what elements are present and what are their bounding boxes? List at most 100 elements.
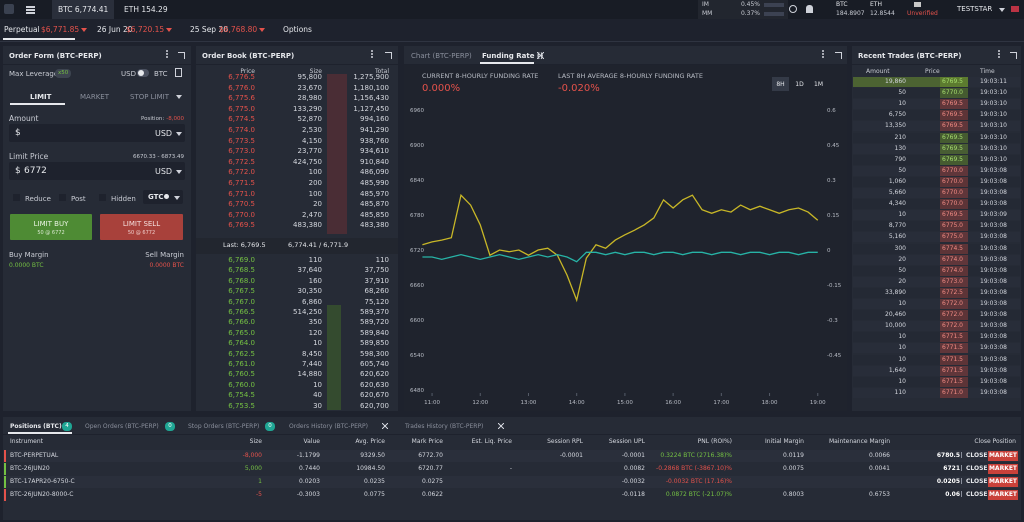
trade-time: 19:03:10 <box>980 122 1007 130</box>
divider <box>852 64 1021 65</box>
panel-title: Order Book (BTC-PERP) <box>202 52 295 60</box>
close-icon[interactable] <box>498 423 504 429</box>
book-cell: 1,156,430 <box>353 94 389 103</box>
checkbox[interactable] <box>13 194 20 201</box>
trade-time: 19:03:10 <box>980 100 1007 108</box>
balance-value: 184.8907 <box>836 10 865 17</box>
hamburger-line[interactable] <box>26 12 35 14</box>
user-menu[interactable]: TESTSTAR <box>957 5 993 13</box>
book-price: 6,774.0 <box>228 126 255 134</box>
x-tick-label: 15:00 <box>617 400 633 406</box>
market-tab[interactable]: 26 Jun 20 <box>97 25 133 34</box>
book-price: 6,771.0 <box>228 189 255 198</box>
range-label: 1M <box>814 81 823 88</box>
close-icon[interactable] <box>537 52 544 59</box>
positions-tab[interactable]: Open Orders (BTC-PERP) <box>85 423 159 430</box>
checkbox[interactable] <box>59 194 66 201</box>
badge <box>265 422 275 431</box>
trade-amount: 19,860 <box>885 78 906 85</box>
ticker[interactable]: ETH 154.29 <box>124 5 168 14</box>
market-button[interactable] <box>988 464 1018 474</box>
close-button[interactable]: CLOSE <box>966 478 988 485</box>
menu-dot[interactable] <box>822 56 824 58</box>
expand-icon[interactable] <box>385 52 392 59</box>
order-type-tab[interactable]: LIMIT <box>30 93 52 101</box>
menu-dot[interactable] <box>371 53 373 55</box>
trade-price: 6769.5 <box>942 111 963 119</box>
market-tab[interactable]: Perpetual <box>4 25 40 34</box>
ticker[interactable]: BTC 6,774.41 <box>58 5 109 14</box>
book-cell: 8,450 <box>301 349 322 358</box>
arrow-down <box>81 28 87 32</box>
menu-dot[interactable] <box>822 50 824 52</box>
chart-tab[interactable]: Funding Rate () <box>482 52 544 60</box>
price-cell <box>940 121 968 132</box>
instrument: BTC-26JUN20 <box>10 465 50 472</box>
y2-tick-label: 0.45 <box>827 143 840 149</box>
trade-amount: 10 <box>898 377 906 385</box>
price-cell <box>940 132 968 143</box>
position-cell: -0.0118 <box>621 491 645 498</box>
positions-tab[interactable]: Trades History (BTC-PERP) <box>405 423 484 430</box>
positions-tab[interactable]: Positions (BTC) <box>10 423 62 430</box>
calculator-icon[interactable] <box>175 68 182 77</box>
column-header: Session RPL <box>547 438 583 445</box>
book-cell: 68,260 <box>364 287 390 296</box>
positions-tab[interactable]: Stop Orders (BTC-PERP) <box>188 423 260 430</box>
market-button[interactable] <box>988 451 1018 461</box>
settings-icon[interactable] <box>789 5 797 13</box>
menu-dot[interactable] <box>166 56 168 58</box>
close-button[interactable]: CLOSE <box>966 465 988 472</box>
price-cell <box>940 365 968 376</box>
menu-dot[interactable] <box>998 50 1000 52</box>
market-button[interactable] <box>988 490 1018 500</box>
book-cell: 7,440 <box>301 360 322 368</box>
order-type-tab[interactable]: MARKET <box>80 93 109 101</box>
close-button[interactable]: CLOSE <box>966 452 988 459</box>
sell-button[interactable] <box>100 214 183 240</box>
menu-dot[interactable] <box>371 50 373 52</box>
trade-row <box>853 365 1020 376</box>
book-cell: 910,840 <box>360 157 389 166</box>
buy-button[interactable] <box>10 214 92 240</box>
menu-dot[interactable] <box>822 53 824 55</box>
y-tick-label: 6480 <box>410 388 424 394</box>
chart-tab[interactable]: Chart (BTC-PERP) <box>411 52 472 60</box>
margin-value: 0.0000 BTC <box>149 262 184 269</box>
order-type-tab[interactable]: STOP LIMIT <box>130 93 170 101</box>
market-tab[interactable]: 25 Sep 20 <box>190 25 228 34</box>
hamburger-line[interactable] <box>26 6 35 8</box>
market-tab[interactable]: Options <box>283 25 312 34</box>
currency-option[interactable]: BTC <box>154 70 168 78</box>
trade-time: 19:03:08 <box>980 222 1007 230</box>
menu-dot[interactable] <box>166 50 168 52</box>
y-tick-label: 6660 <box>410 283 424 289</box>
hamburger-line[interactable] <box>26 9 35 11</box>
amount-input[interactable] <box>9 124 185 142</box>
menu-dot[interactable] <box>998 56 1000 58</box>
price-input[interactable] <box>9 162 185 180</box>
menu-dot[interactable] <box>371 56 373 58</box>
book-price: 6,774.5 <box>228 115 255 124</box>
currency-option[interactable]: USD <box>121 70 136 78</box>
book-price: 6,764.0 <box>228 339 255 348</box>
book-price: 6,766.0 <box>228 318 255 327</box>
checkbox[interactable] <box>99 194 106 201</box>
price-cell <box>940 321 968 332</box>
market-button[interactable] <box>988 477 1018 487</box>
close-icon[interactable] <box>382 423 388 429</box>
range-button[interactable] <box>772 77 789 91</box>
positions-tab[interactable]: Orders History (BTC-PERP) <box>289 423 368 430</box>
position-cell: -5 <box>256 491 262 498</box>
divider <box>404 64 847 65</box>
expand-icon[interactable] <box>178 52 185 59</box>
menu-dot[interactable] <box>998 53 1000 55</box>
bell-icon[interactable] <box>806 5 813 13</box>
menu-dot[interactable] <box>166 53 168 55</box>
trade-amount: 10 <box>898 344 906 352</box>
expand-icon[interactable] <box>835 52 842 59</box>
tif-select[interactable] <box>143 190 183 204</box>
trade-price: 6775.0 <box>942 222 963 230</box>
close-button[interactable]: CLOSE <box>966 491 988 498</box>
expand-icon[interactable] <box>1010 52 1017 59</box>
